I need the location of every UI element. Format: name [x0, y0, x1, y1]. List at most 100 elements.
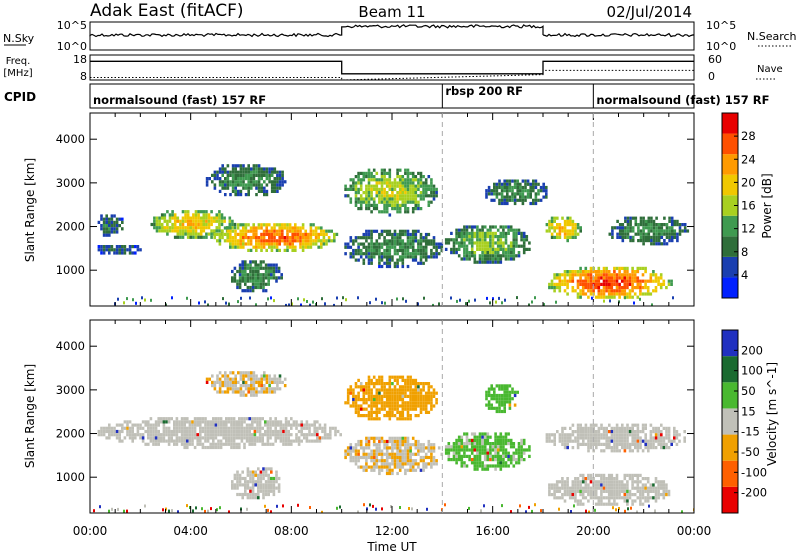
scatter-cell [370, 459, 373, 463]
scatter-cell [481, 442, 484, 446]
scatter-cell [375, 207, 379, 211]
scatter-cell [219, 417, 223, 421]
scatter-cell [194, 219, 198, 223]
scatter-cell [304, 242, 307, 246]
scatter-cell [432, 443, 436, 447]
scatter-cell [388, 232, 392, 237]
scatter-cell [236, 285, 239, 290]
scatter-cell [211, 173, 214, 177]
scatter-cell [396, 171, 399, 175]
scatter-cell [123, 251, 127, 255]
scatter-cell [229, 232, 232, 236]
scatter-cell [349, 391, 353, 395]
scatter-cell [506, 185, 509, 190]
scatter-cell [409, 197, 412, 201]
scatter-cell [206, 426, 210, 430]
scatter-cell [224, 371, 227, 375]
scatter-cell [396, 471, 399, 476]
scatter-cell [275, 269, 278, 274]
scatter-cell [495, 397, 499, 401]
scatter-cell [613, 276, 616, 280]
scatter-cell [225, 301, 227, 305]
scatter-cell [183, 436, 186, 440]
scatter-cell [411, 236, 415, 240]
scatter-cell [268, 223, 271, 227]
scatter-cell [180, 423, 184, 427]
scatter-cell [563, 439, 567, 443]
scatter-cell [224, 193, 227, 197]
scatter-cell [411, 388, 415, 392]
scatter-cell [424, 404, 428, 408]
scatter-cell [574, 289, 577, 293]
scatter-cell [414, 382, 418, 386]
scatter-cell [236, 239, 240, 243]
scatter-cell [548, 226, 551, 230]
scatter-cell [662, 436, 666, 440]
scatter-cell [365, 414, 368, 418]
scatter-cell [257, 480, 260, 484]
scatter-cell [579, 266, 582, 270]
scatter-cell [294, 239, 297, 243]
scatter-cell [452, 251, 456, 255]
scatter-cell [404, 452, 407, 456]
scatter-cell [607, 473, 611, 477]
scatter-cell [167, 433, 171, 437]
scatter-cell [636, 486, 640, 490]
scatter-cell [556, 430, 559, 434]
scatter-cell [624, 232, 627, 236]
scatter-cell [231, 279, 234, 283]
scatter-cell [231, 377, 235, 381]
scatter-cell [455, 238, 458, 242]
scatter-cell [636, 477, 640, 481]
scatter-cell [626, 473, 629, 477]
scatter-cell [419, 171, 423, 175]
scatter-cell [128, 429, 132, 434]
scatter-cell [160, 222, 164, 227]
scatter-cell [597, 433, 601, 437]
scatter-cell [393, 232, 397, 237]
scatter-cell [626, 295, 629, 299]
scatter-cell [615, 430, 619, 434]
scatter-cell [468, 235, 471, 239]
scatter-cell [212, 216, 216, 220]
scatter-cell [506, 387, 509, 391]
scatter-cell [452, 442, 456, 446]
scatter-cell [160, 433, 163, 437]
scatter-cell [170, 417, 173, 421]
scatter-cell [278, 242, 281, 246]
scatter-cell [576, 483, 580, 487]
scatter-cell [278, 183, 282, 187]
scatter-cell [123, 248, 127, 252]
scatter-cell [218, 390, 222, 394]
scatter-cell [430, 449, 433, 453]
scatter-cell [504, 254, 508, 258]
scatter-cell [189, 226, 193, 230]
scatter-cell [202, 213, 206, 217]
scatter-cell [193, 420, 197, 424]
scatter-cell [352, 187, 355, 191]
scatter-cell [522, 235, 526, 239]
scatter-cell [398, 459, 402, 463]
scatter-cell [626, 223, 630, 227]
scatter-cell [626, 229, 630, 233]
scatter-cell [231, 242, 235, 246]
scatter-cell [367, 255, 371, 259]
scatter-cell [178, 423, 181, 427]
scatter-cell [457, 442, 461, 446]
cpid-label: CPID [4, 90, 36, 104]
scatter-cell [362, 452, 366, 456]
scatter-cell [226, 186, 230, 190]
scatter-cell [173, 213, 177, 217]
scatter-cell [243, 436, 246, 440]
scatter-cell [273, 180, 277, 184]
scatter-cell [550, 486, 554, 490]
scatter-cell [283, 377, 287, 381]
scatter-cell [158, 216, 161, 220]
scatter-cell [333, 236, 336, 240]
scatter-cell [566, 436, 569, 440]
scatter-cell [522, 451, 526, 455]
scatter-cell [266, 423, 270, 427]
scatter-cell [502, 435, 505, 439]
scatter-cell [494, 442, 497, 446]
scatter-cell [260, 226, 263, 230]
